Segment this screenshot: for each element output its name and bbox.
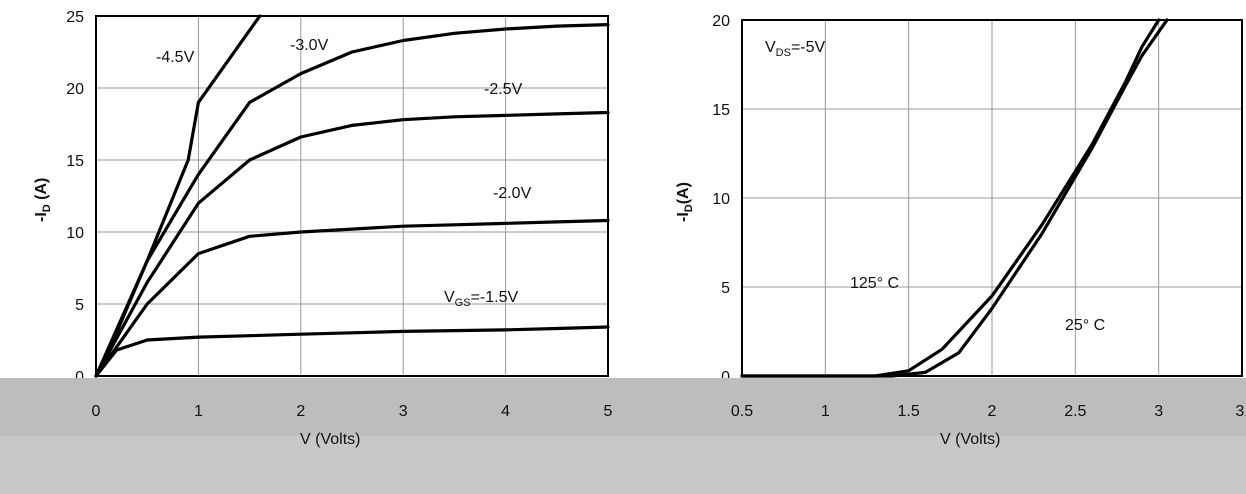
right-y-tick-label: 5 bbox=[721, 280, 730, 297]
right-x-tick-label: 2.5 bbox=[1064, 403, 1086, 420]
right-x-tick-label: 2 bbox=[988, 403, 997, 420]
left-plot-frame bbox=[95, 15, 609, 377]
curve-label-neg3-0v: -3.0V bbox=[290, 37, 329, 54]
right-y-tick-label: 20 bbox=[712, 13, 730, 30]
left-x-axis-label: V (Volts) bbox=[300, 431, 360, 448]
x-axis-band bbox=[0, 378, 1246, 436]
left-y-tick-label: 10 bbox=[66, 225, 84, 242]
left-x-ticks: 0 1 2 3 4 5 bbox=[92, 403, 613, 420]
right-x-tick-label: 3. bbox=[1235, 403, 1246, 420]
left-y-tick-label: 20 bbox=[66, 81, 84, 98]
left-y-tick-label: 0 bbox=[75, 369, 84, 386]
left-x-tick-label: 1 bbox=[194, 403, 203, 420]
right-x-tick-label: 1.5 bbox=[898, 403, 920, 420]
right-x-axis-label: V (Volts) bbox=[940, 431, 1000, 448]
left-series-group bbox=[94, 14, 610, 378]
left-y-tick-label: 15 bbox=[66, 153, 84, 170]
right-x-tick-label: 1 bbox=[821, 403, 830, 420]
left-x-tick-label: 3 bbox=[399, 403, 408, 420]
left-x-tick-label: 5 bbox=[604, 403, 613, 420]
curve-label-neg4-5v: -4.5V bbox=[156, 49, 195, 66]
curve-label-25c: 25° C bbox=[1065, 317, 1105, 334]
right-x-tick-label: 0.5 bbox=[731, 403, 753, 420]
right-x-ticks: 0.5 1 1.5 2 2.5 3 3. bbox=[731, 403, 1246, 420]
left-x-tick-label: 0 bbox=[92, 403, 101, 420]
left-x-tick-label: 4 bbox=[501, 403, 510, 420]
right-y-axis-label: -ID(A) bbox=[675, 182, 695, 222]
left-series-line-2 bbox=[94, 110, 610, 378]
right-plot-frame bbox=[741, 19, 1243, 377]
curve-label-vgs-1-5v: VGS=-1.5V bbox=[444, 289, 518, 309]
curve-label-vds-5v: VDS=-5V bbox=[765, 39, 826, 59]
output-characteristics-chart: 0 5 10 15 20 25 -ID (A) -4.5V -3.0V -2.5V -2.… bbox=[33, 9, 610, 386]
left-series-line-3 bbox=[94, 218, 610, 378]
left-series-line-1 bbox=[94, 23, 610, 378]
right-y-tick-label: 0 bbox=[721, 369, 730, 386]
right-grid bbox=[742, 20, 1242, 376]
right-y-ticks: 0 5 10 15 20 bbox=[712, 13, 730, 386]
right-y-tick-label: 10 bbox=[712, 191, 730, 208]
left-y-ticks: 0 5 10 15 20 25 bbox=[66, 9, 84, 386]
left-series-line-4 bbox=[94, 325, 610, 378]
right-series-group bbox=[740, 18, 1169, 378]
left-y-tick-label: 25 bbox=[66, 9, 84, 26]
left-y-axis-label: -ID (A) bbox=[33, 178, 53, 222]
right-x-tick-label: 3 bbox=[1154, 403, 1163, 420]
curve-label-125c: 125° C bbox=[850, 275, 899, 292]
right-series-line-1 bbox=[740, 18, 1169, 378]
transfer-characteristics-chart: 0 5 10 15 20 -ID(A) VDS=-5V 125° C 25° C bbox=[675, 13, 1243, 386]
curve-label-neg2-0v: -2.0V bbox=[493, 185, 532, 202]
left-x-tick-label: 2 bbox=[296, 403, 305, 420]
curve-label-neg2-5v: -2.5V bbox=[484, 81, 523, 98]
left-y-tick-label: 5 bbox=[75, 297, 84, 314]
right-y-tick-label: 15 bbox=[712, 102, 730, 119]
noise-band bbox=[0, 436, 1246, 494]
